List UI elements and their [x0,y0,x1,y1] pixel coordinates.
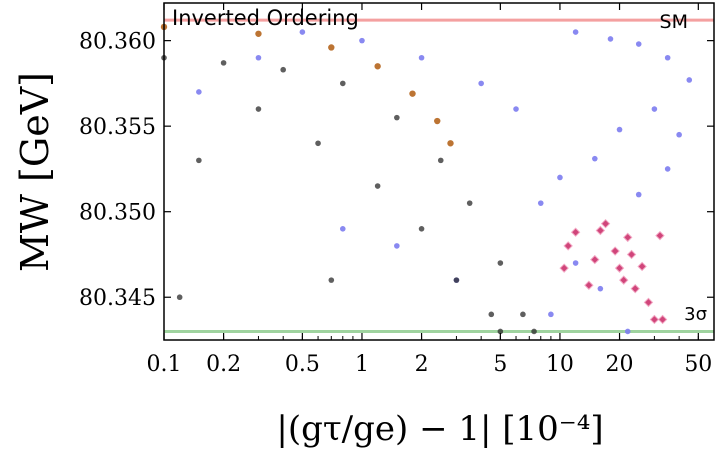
series-1-point-2 [280,66,286,73]
x-tick-label-1: 0.2 [206,352,241,377]
series-0-point-14 [478,80,484,87]
axis-ticks [163,3,715,340]
chart-title: Inverted Ordering [172,6,359,30]
series-0-point-5 [651,106,658,112]
series-0-point-9 [557,174,563,181]
series-2-point-3 [374,63,381,70]
y-tick-label-3: 80.360 [79,30,156,55]
series-2-point-1 [255,30,262,37]
series-3-point-15 [649,314,660,325]
series-1-point-17 [196,157,202,164]
series-1-point-10 [255,106,262,112]
series-0-point-16 [359,37,365,44]
series-3-point-9 [619,275,629,285]
series-0-point-1 [607,36,614,42]
series-1-point-13 [418,226,425,232]
series-1-point-16 [328,277,335,283]
x-tick-label-5: 5 [493,352,507,377]
x-axis-title: |(gτ/ge) − 1| [10⁻⁴] [276,409,603,449]
series-3-point-13 [637,261,647,272]
data-points [160,23,693,335]
sm-line-label: SM [660,11,688,33]
series-2-point-6 [447,140,454,147]
series-3-point-17 [657,314,668,325]
series-0-point-7 [592,155,598,162]
series-0-point-2 [635,41,642,47]
series-0-point-12 [664,166,671,172]
series-3-point-14 [643,297,654,308]
series-0-point-19 [196,89,202,95]
x-tick-label-8: 50 [684,352,712,377]
series-3-point-3 [584,280,594,290]
sigma-line-label: 3σ [684,304,707,325]
x-tick-label-4: 2 [415,352,429,377]
series-3-point-11 [626,249,637,260]
series-0-point-11 [635,191,642,198]
series-3-point-4 [590,254,600,265]
y-axis-title: MW [GeV] [13,72,57,272]
x-tick-label-6: 10 [546,352,574,377]
series-0-point-13 [513,106,519,112]
series-2-point-5 [434,117,441,125]
series-3-point-8 [614,263,625,273]
series-1-point-11 [315,140,321,147]
series-2-point-2 [328,44,335,51]
y-tick-label-1: 80.350 [79,201,156,226]
y-tick-label-0: 80.345 [79,286,156,311]
series-0-point-4 [686,77,693,83]
series-0-point-3 [664,54,671,61]
x-tick-label-7: 20 [606,352,634,377]
series-0-point-10 [537,200,544,206]
series-3-point-2 [570,227,581,237]
series-0-point-22 [339,226,346,232]
plot-frame [163,2,715,341]
x-tick-label-3: 1 [355,352,369,377]
series-1-point-8 [520,311,526,318]
series-1-point-5 [437,157,444,164]
series-0-point-26 [624,328,631,335]
series-1-point-1 [220,60,227,66]
series-0-point-6 [616,126,623,133]
x-tick-label-2: 0.5 [285,352,320,377]
series-1-point-3 [339,80,346,87]
series-3-point-16 [655,230,665,241]
y-tick-label-2: 80.355 [79,115,156,140]
series-0-point-20 [394,243,400,249]
series-1-point-4 [394,114,400,121]
series-3-point-6 [600,218,611,229]
series-3-point-12 [630,283,640,294]
x-tick-labels: 0.1 0.2 0.5 1 2 5 10 20 50 [147,352,713,377]
series-1-point-19 [497,328,504,335]
reference-lines [164,18,714,333]
series-3-point-0 [559,263,569,273]
series-0-point-0 [572,29,579,35]
y-tick-labels: 80.345 80.350 80.355 80.360 [79,30,156,312]
series-1-point-6 [466,200,473,206]
x-tick-label-0: 0.1 [147,352,182,377]
series-3-point-10 [623,232,633,243]
series-0-point-24 [548,311,554,318]
series-2-point-4 [409,90,416,97]
series-3-point-7 [610,246,620,256]
series-0-point-23 [572,260,579,266]
series-0-point-17 [299,29,306,35]
series-0-point-15 [418,54,425,61]
series-0-point-18 [255,54,262,61]
series-1-point-15 [488,311,495,318]
series-1-point-7 [497,260,504,266]
series-1-point-14 [453,277,460,283]
series-1-point-18 [176,294,183,301]
series-0-point-25 [597,285,604,292]
series-3-point-5 [595,225,606,236]
series-0-point-8 [676,131,682,138]
series-3-point-1 [563,241,573,251]
series-1-point-9 [531,328,537,335]
series-1-point-12 [374,183,381,189]
